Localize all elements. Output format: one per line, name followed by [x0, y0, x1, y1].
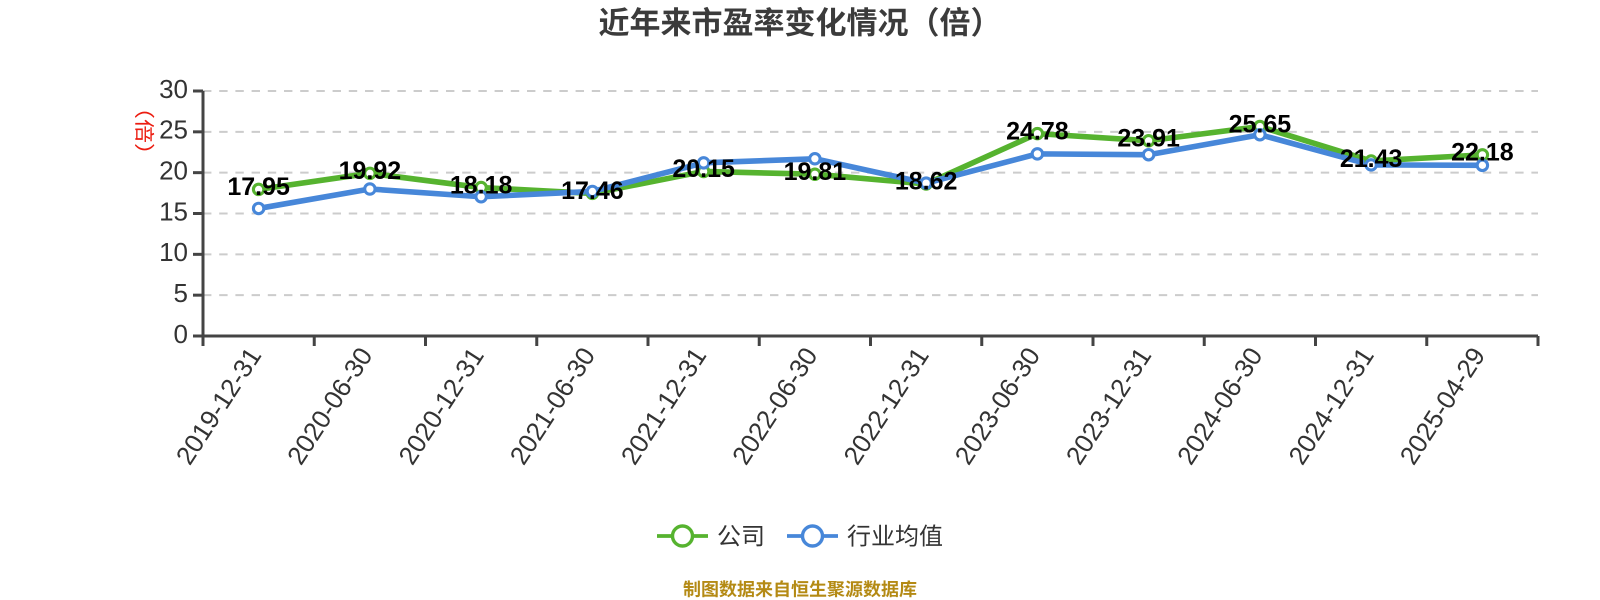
- svg-text:23.91: 23.91: [1117, 125, 1180, 153]
- svg-text:5: 5: [174, 278, 188, 308]
- svg-text:20: 20: [159, 155, 188, 185]
- svg-text:15: 15: [159, 196, 188, 226]
- svg-text:19.81: 19.81: [784, 158, 847, 186]
- svg-text:18.62: 18.62: [895, 168, 958, 196]
- svg-text:22.18: 22.18: [1451, 139, 1514, 167]
- svg-text:19.92: 19.92: [339, 157, 402, 185]
- svg-text:25: 25: [159, 115, 188, 145]
- svg-text:0: 0: [174, 319, 188, 349]
- svg-text:18.18: 18.18: [450, 171, 513, 199]
- svg-text:10: 10: [159, 237, 188, 267]
- svg-text:17.46: 17.46: [561, 177, 624, 205]
- svg-text:17.95: 17.95: [227, 173, 290, 201]
- svg-text:24.78: 24.78: [1006, 117, 1069, 145]
- svg-text:20.15: 20.15: [672, 155, 735, 183]
- svg-text:30: 30: [159, 74, 188, 104]
- svg-text:25.65: 25.65: [1229, 110, 1292, 138]
- svg-text:21.43: 21.43: [1340, 145, 1403, 173]
